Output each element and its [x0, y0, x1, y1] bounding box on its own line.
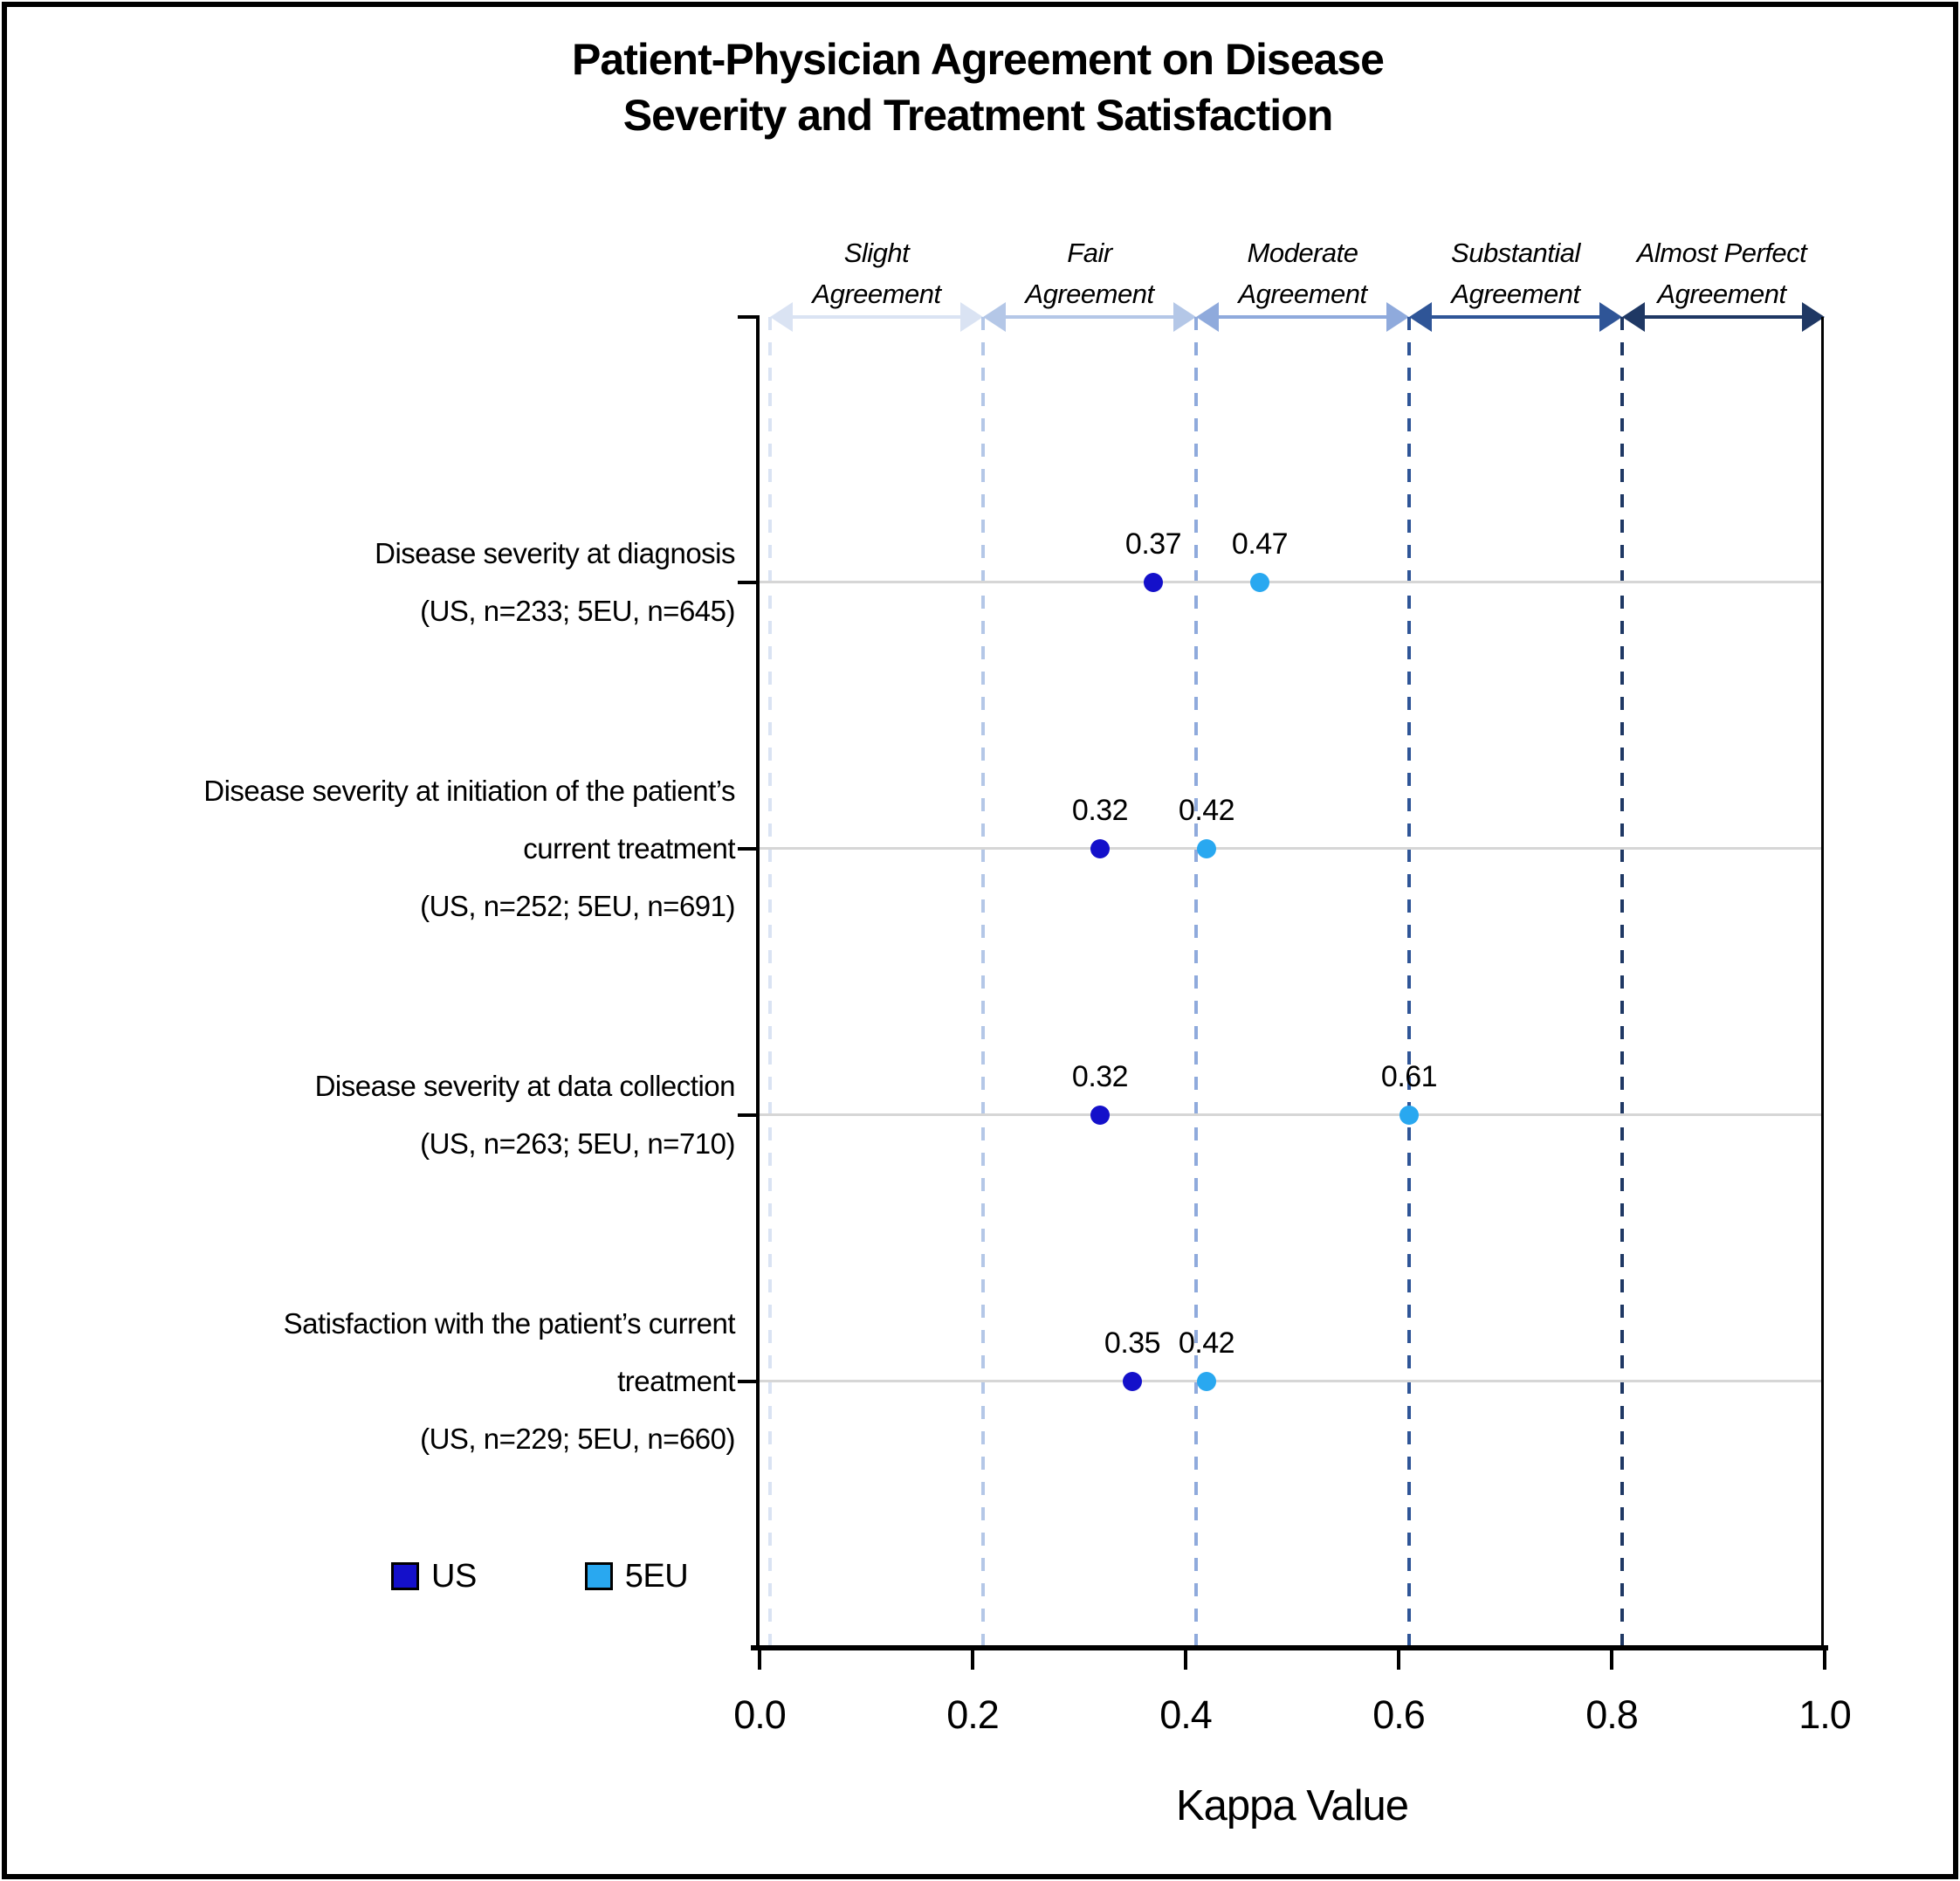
y-axis-tick: [738, 847, 757, 851]
value-label-5eu: 0.47: [1231, 527, 1289, 561]
category-label-data-collection: Disease severity at data collection (US,…: [314, 1070, 736, 1160]
threshold-line-0-01: [768, 317, 772, 1648]
x-axis-tick: [758, 1650, 761, 1670]
value-label-5eu: 0.61: [1380, 1060, 1438, 1093]
x-axis-line: [751, 1645, 1828, 1650]
gridline: [760, 847, 1823, 850]
band-label-fair: Fair Agreement: [1025, 238, 1154, 309]
arrow-right-icon: [1386, 302, 1409, 332]
value-label-us: 0.35: [1104, 1326, 1161, 1360]
x-tick-label: 0.8: [1585, 1692, 1639, 1737]
band-label-moderate: Moderate Agreement: [1238, 238, 1367, 309]
band-arrow-slight: [770, 302, 983, 332]
data-point-5eu: [1250, 573, 1269, 592]
chart-title: Patient-Physician Agreement on Disease S…: [572, 35, 1385, 140]
data-point-us: [1090, 1106, 1110, 1125]
legend-item-us: US: [391, 1558, 477, 1595]
gridline: [760, 1380, 1823, 1382]
data-point-5eu: [1400, 1106, 1419, 1125]
arrow-right-icon: [1599, 302, 1622, 332]
threshold-line-0-41: [1194, 317, 1198, 1648]
legend-label-5eu: 5EU: [624, 1557, 689, 1595]
x-tick-label: 0.4: [1159, 1692, 1213, 1737]
plot-right-border: [1821, 317, 1824, 1648]
value-label-us: 0.32: [1071, 794, 1129, 827]
legend-swatch-5eu: [584, 1562, 613, 1590]
x-axis-tick: [1184, 1650, 1187, 1670]
y-axis-tick: [738, 581, 757, 584]
x-tick-label: 0.2: [946, 1692, 1000, 1737]
gridline: [760, 1113, 1823, 1116]
data-point-5eu: [1197, 839, 1216, 858]
arrow-right-icon: [1802, 302, 1825, 332]
arrow-right-icon: [960, 302, 983, 332]
legend: US 5EU: [391, 1554, 689, 1598]
value-label-5eu: 0.42: [1178, 1326, 1235, 1360]
x-axis-tick: [1610, 1650, 1613, 1670]
y-axis-tick: [738, 315, 757, 319]
value-label-us: 0.32: [1071, 1060, 1129, 1093]
threshold-line-0-81: [1620, 317, 1624, 1648]
x-tick-label: 0.6: [1372, 1692, 1426, 1737]
data-point-us: [1090, 839, 1110, 858]
band-arrow-substantial: [1409, 302, 1622, 332]
x-tick-label: 0.0: [733, 1692, 787, 1737]
band-arrow-almost-perfect: [1622, 302, 1825, 332]
band-label-almost-perfect: Almost Perfect Agreement: [1636, 238, 1807, 309]
x-axis-title: Kappa Value: [1176, 1782, 1409, 1829]
y-axis-tick: [738, 1380, 757, 1383]
legend-item-5eu: 5EU: [584, 1557, 689, 1595]
data-point-us: [1123, 1372, 1142, 1391]
arrow-right-icon: [1173, 302, 1196, 332]
band-label-slight: Slight Agreement: [812, 238, 941, 309]
value-label-us: 0.37: [1124, 527, 1182, 561]
threshold-line-0-21: [981, 317, 985, 1648]
y-axis-line: [756, 315, 760, 1648]
band-arrow-fair: [983, 302, 1196, 332]
data-point-us: [1144, 573, 1163, 592]
x-axis-tick: [971, 1650, 974, 1670]
x-tick-label: 1.0: [1798, 1692, 1852, 1737]
value-label-5eu: 0.42: [1178, 794, 1235, 827]
legend-label-us: US: [431, 1557, 477, 1595]
y-axis-tick: [738, 1113, 757, 1117]
band-label-substantial: Substantial Agreement: [1451, 238, 1580, 309]
category-label-satisfaction: Satisfaction with the patient’s current …: [283, 1307, 736, 1455]
threshold-line-0-61: [1407, 317, 1411, 1648]
x-axis-tick: [1823, 1650, 1826, 1670]
category-label-initiation: Disease severity at initiation of the pa…: [203, 775, 735, 922]
legend-swatch-us: [391, 1562, 419, 1590]
category-label-diagnosis: Disease severity at diagnosis (US, n=233…: [375, 537, 735, 627]
band-arrow-moderate: [1196, 302, 1409, 332]
data-point-5eu: [1197, 1372, 1216, 1391]
gridline: [760, 581, 1823, 583]
x-axis-tick: [1397, 1650, 1400, 1670]
